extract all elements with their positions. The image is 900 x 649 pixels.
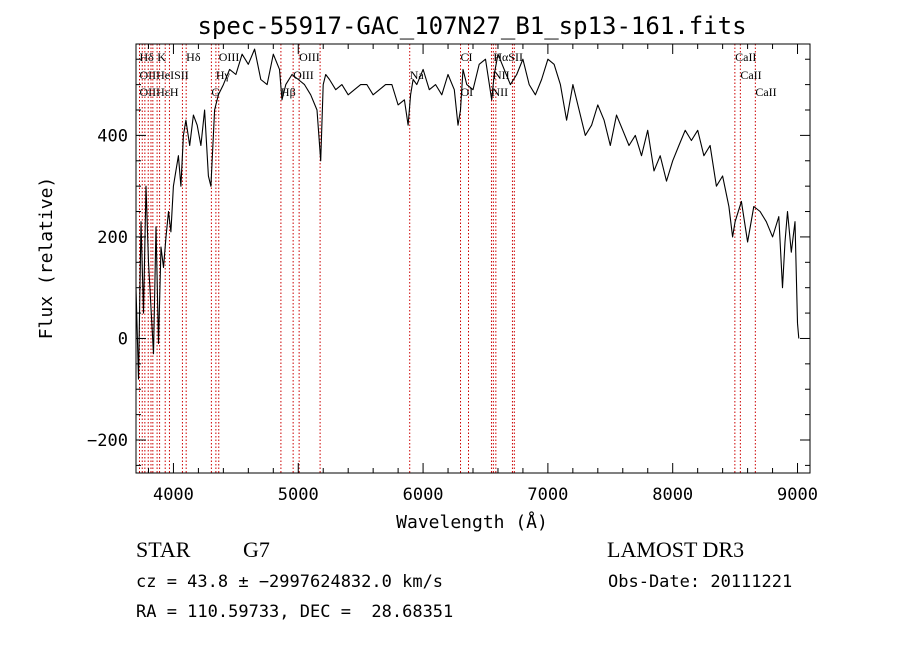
line-label-1: K xyxy=(157,50,166,64)
line-label-19: CaII xyxy=(755,85,776,99)
line-label-3: OIII xyxy=(219,50,240,64)
x-tick-label: 8000 xyxy=(652,485,693,505)
object-class: STAR xyxy=(136,537,191,562)
chart-title: spec-55917-GAC_107N27_B1_sp13-161.fits xyxy=(197,12,746,40)
line-label-5: CI xyxy=(461,50,473,64)
x-axis: 4000 5000 6000 7000 8000 9000 xyxy=(147,44,818,505)
plot-frame xyxy=(135,43,811,474)
x-tick-label: 9000 xyxy=(777,485,818,505)
line-label-8: OIIHeISII xyxy=(139,68,188,82)
line-label-17: OI xyxy=(461,85,474,99)
line-label-15: G xyxy=(211,85,220,99)
obs-date: Obs-Date: 20111221 xyxy=(608,572,793,592)
line-label-10: OIII xyxy=(293,68,314,82)
x-tick-label: 7000 xyxy=(527,485,568,505)
y-tick-label: 200 xyxy=(97,228,128,248)
y-axis-label: Flux (relative) xyxy=(36,177,57,340)
x-tick-label: 4000 xyxy=(153,485,194,505)
object-subclass: G7 xyxy=(243,537,270,562)
y-tick-label: 0 xyxy=(118,329,128,349)
survey-name: LAMOST DR3 xyxy=(607,537,745,562)
line-label-2: Hδ xyxy=(186,50,201,64)
spectral-line-markers xyxy=(138,44,756,473)
line-label-9: Hγ xyxy=(216,68,231,82)
y-tick-label: 400 xyxy=(97,126,128,146)
y-tick-label: −200 xyxy=(87,431,128,451)
line-label-13: CaII xyxy=(740,68,761,82)
redshift-readout: cz = 43.8 ± −2997624832.0 km/s xyxy=(136,572,444,592)
line-label-7: CaII xyxy=(735,50,756,64)
line-label-18: NII xyxy=(491,85,508,99)
y-axis: −200 0 200 400 xyxy=(87,58,810,466)
line-label-11: Na xyxy=(410,68,425,82)
line-label-0: Hδ xyxy=(139,50,154,64)
line-label-14: OIIHεH xyxy=(139,85,178,99)
x-axis-label: Wavelength (Å) xyxy=(396,511,548,533)
x-tick-label: 5000 xyxy=(278,485,319,505)
flux-series-line xyxy=(135,48,800,380)
x-tick-label: 6000 xyxy=(403,485,444,505)
coordinates-readout: RA = 110.59733, DEC = 28.68351 xyxy=(136,602,454,622)
line-label-4: OIII xyxy=(299,50,320,64)
